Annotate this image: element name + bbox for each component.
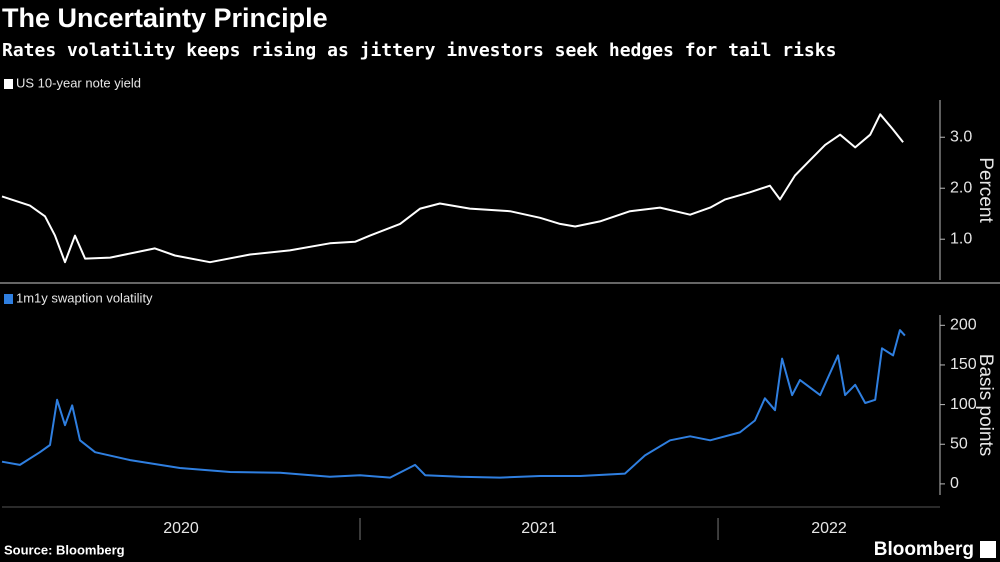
y-axis-title: Basis points	[975, 354, 996, 456]
x-tick-label: 2022	[811, 520, 847, 537]
x-tick-label: 2021	[521, 520, 557, 537]
data-line	[1, 329, 906, 479]
y-tick-label: 100	[950, 396, 977, 413]
source: Source: Bloomberg	[4, 542, 125, 557]
y-tick-label: 200	[950, 317, 977, 334]
brand: Bloomberg	[874, 539, 974, 560]
y-tick-label: 3.0	[950, 128, 972, 145]
data-line	[1, 113, 904, 264]
y-tick-label: 50	[950, 435, 968, 452]
legend-label: US 10-year note yield	[16, 75, 141, 90]
legend-swatch	[4, 79, 13, 89]
y-tick-label: 150	[950, 356, 977, 373]
y-tick-label: 2.0	[950, 179, 972, 196]
chart-subtitle: Rates volatility keeps rising as jittery…	[2, 40, 836, 61]
y-tick-label: 1.0	[950, 230, 972, 247]
legend-label: 1m1y swaption volatility	[16, 290, 153, 305]
y-tick-label: 0	[950, 475, 959, 492]
brand-icon	[980, 541, 996, 558]
y-axis-title: Percent	[975, 157, 996, 223]
chart-title: The Uncertainty Principle	[2, 3, 328, 33]
legend-swatch	[4, 294, 13, 304]
x-tick-label: 2020	[163, 520, 199, 537]
